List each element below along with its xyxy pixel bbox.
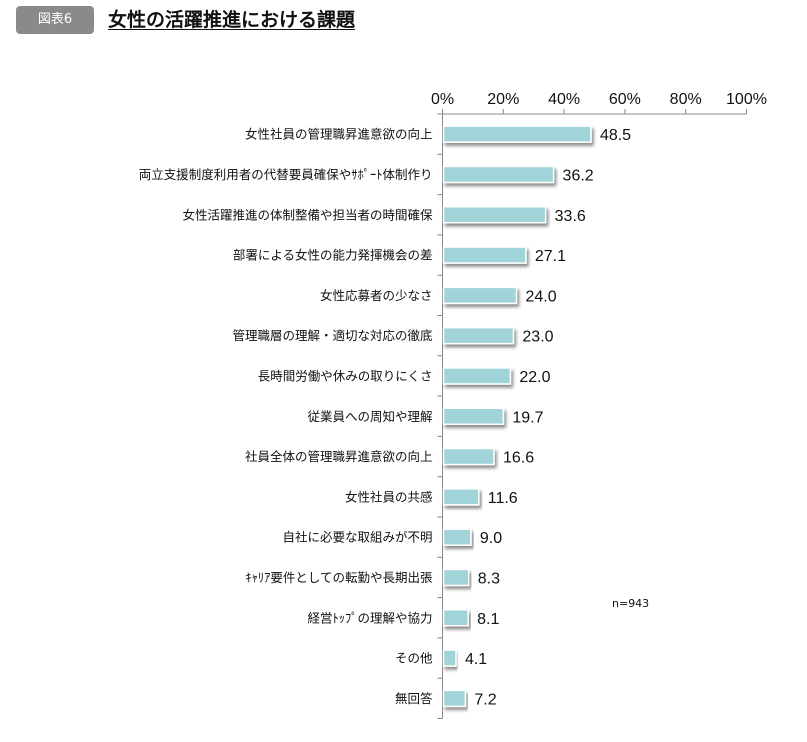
bar bbox=[442, 246, 527, 264]
value-label: 16.6 bbox=[503, 450, 534, 467]
value-label: 33.6 bbox=[555, 208, 586, 225]
value-label: 8.3 bbox=[478, 570, 500, 587]
category-label: 女性社員の管理職昇進意欲の向上 bbox=[245, 127, 433, 142]
category-label: 部署による女性の能力発揮機会の差 bbox=[233, 248, 433, 263]
bar bbox=[442, 649, 457, 667]
category-label: 女性社員の共感 bbox=[345, 489, 433, 504]
category-label: その他 bbox=[395, 651, 433, 666]
x-tick-label: 20% bbox=[487, 91, 519, 108]
x-tick-label: 40% bbox=[548, 91, 580, 108]
bar bbox=[442, 528, 472, 546]
category-label: 従業員への周知や理解 bbox=[307, 409, 432, 424]
bar bbox=[442, 609, 469, 627]
bar bbox=[442, 407, 505, 425]
value-label: 7.2 bbox=[474, 691, 496, 708]
page-title: 女性の活躍推進における課題 bbox=[108, 9, 356, 31]
value-label: 19.7 bbox=[512, 409, 543, 426]
category-label: ｷｬﾘｱ要件としての転勤や長期出張 bbox=[245, 570, 433, 585]
value-label: 24.0 bbox=[525, 288, 556, 305]
value-label: 48.5 bbox=[600, 127, 631, 144]
category-label: 自社に必要な取組みが不明 bbox=[282, 530, 432, 545]
bar bbox=[442, 568, 470, 587]
value-label: 23.0 bbox=[522, 329, 553, 346]
bar bbox=[442, 206, 547, 224]
bar bbox=[442, 286, 518, 305]
value-label: 22.0 bbox=[519, 369, 550, 386]
bar bbox=[442, 367, 512, 385]
bar bbox=[442, 447, 495, 466]
category-label: 長時間労働や休みの取りにくさ bbox=[258, 368, 433, 383]
category-label: 両立支援制度利用者の代替要員確保やｻﾎﾟｰﾄ体制作り bbox=[139, 167, 433, 182]
x-tick-label: 80% bbox=[670, 91, 702, 108]
bar bbox=[442, 165, 555, 184]
value-label: 36.2 bbox=[563, 167, 594, 184]
bar bbox=[442, 125, 592, 143]
x-tick-label: 0% bbox=[431, 91, 454, 108]
value-label: 27.1 bbox=[535, 248, 566, 265]
bar bbox=[442, 488, 480, 506]
value-label: 9.0 bbox=[480, 530, 502, 547]
category-label: 社員全体の管理職昇進意欲の向上 bbox=[245, 449, 433, 464]
value-label: 4.1 bbox=[465, 651, 487, 668]
category-label: 管理職層の理解・適切な対応の徹底 bbox=[232, 328, 432, 343]
sample-size-note: n=943 bbox=[612, 597, 650, 610]
bar bbox=[442, 689, 467, 708]
bar bbox=[442, 326, 515, 345]
figure-badge: 図表6 bbox=[16, 6, 94, 34]
x-tick-label: 100% bbox=[726, 91, 767, 108]
category-label: 女性応募者の少なさ bbox=[320, 288, 433, 303]
value-label: 11.6 bbox=[488, 490, 518, 507]
category-label: 無回答 bbox=[395, 691, 433, 706]
category-label: 女性活躍推進の体制整備や担当者の時間確保 bbox=[182, 207, 433, 222]
category-label: 経営ﾄｯﾌﾟの理解や協力 bbox=[307, 610, 432, 625]
x-tick-label: 60% bbox=[609, 91, 641, 108]
value-label: 8.1 bbox=[477, 611, 499, 628]
